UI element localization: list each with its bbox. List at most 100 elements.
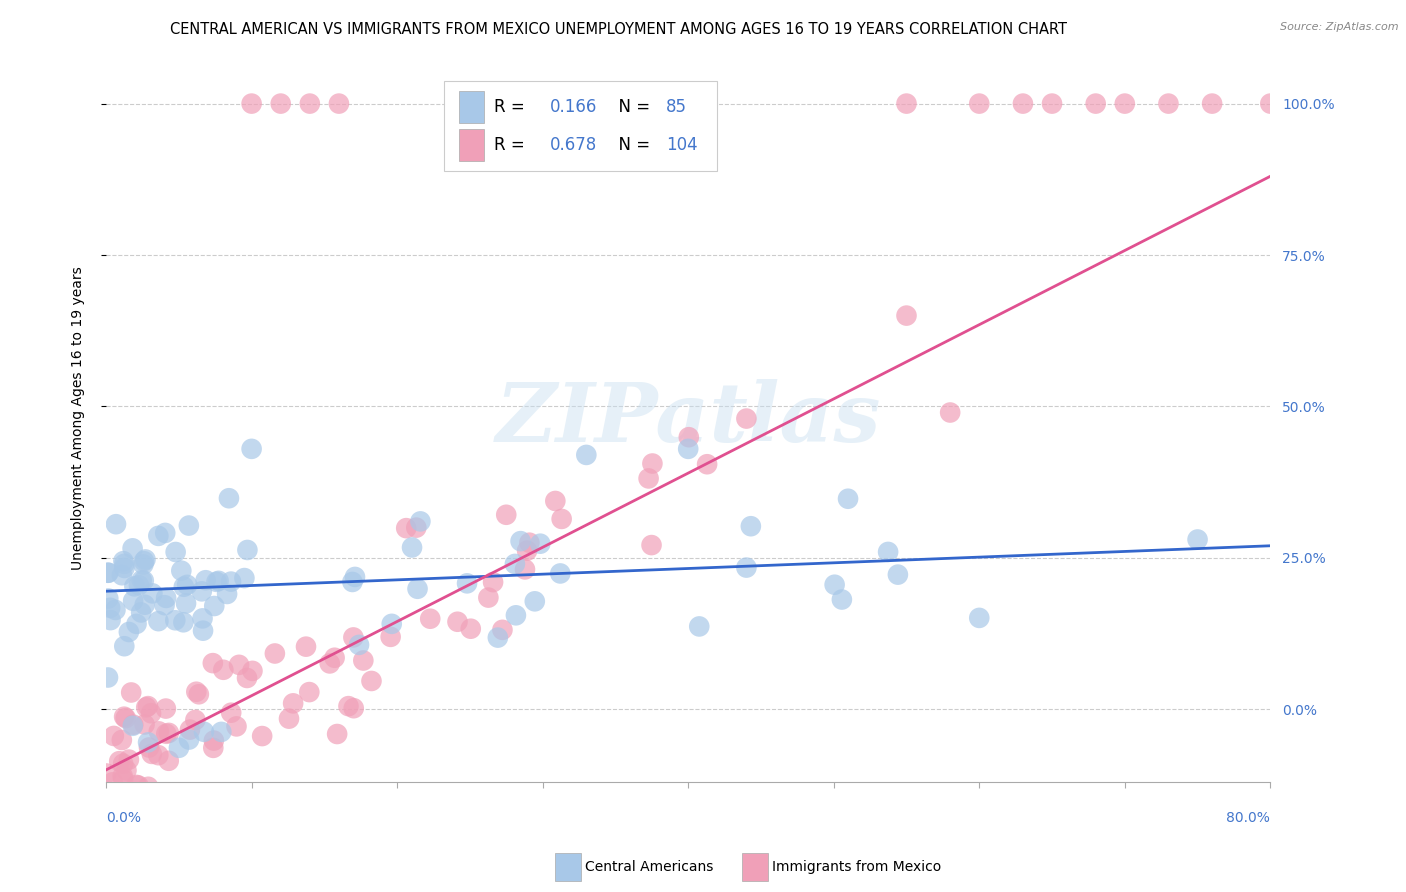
Point xyxy=(191,611,214,625)
Point xyxy=(343,570,366,584)
Point xyxy=(135,700,157,714)
Point xyxy=(233,571,256,585)
Point xyxy=(148,614,170,628)
Point xyxy=(132,558,155,572)
Bar xyxy=(458,91,485,123)
Point xyxy=(134,598,156,612)
Point xyxy=(141,747,163,761)
Point xyxy=(482,575,505,590)
Point xyxy=(319,657,342,671)
Point xyxy=(236,671,259,685)
Point xyxy=(111,568,134,582)
Point xyxy=(136,735,159,749)
Point xyxy=(877,545,900,559)
Point xyxy=(409,515,432,529)
Point xyxy=(740,519,762,533)
Point xyxy=(155,727,177,741)
Point xyxy=(105,517,128,532)
Point xyxy=(548,566,571,581)
Point xyxy=(1114,96,1136,111)
Point xyxy=(837,491,859,506)
Text: ZIPatlas: ZIPatlas xyxy=(495,378,882,458)
Point xyxy=(637,471,659,485)
Point xyxy=(419,612,441,626)
Point xyxy=(96,766,118,780)
Text: 85: 85 xyxy=(666,98,688,116)
Point xyxy=(122,717,145,731)
Point xyxy=(167,740,190,755)
Point xyxy=(100,613,122,627)
Point xyxy=(97,566,120,580)
Point xyxy=(157,726,180,740)
Point xyxy=(155,525,177,540)
Point xyxy=(640,538,662,552)
FancyBboxPatch shape xyxy=(444,80,717,171)
Point xyxy=(148,724,170,739)
Point xyxy=(337,699,360,714)
Point xyxy=(138,740,160,755)
Text: 104: 104 xyxy=(666,136,697,154)
Point xyxy=(896,309,918,323)
Point xyxy=(202,733,225,747)
Point xyxy=(495,508,517,522)
Point xyxy=(120,685,142,699)
Point xyxy=(120,788,142,802)
Point xyxy=(550,512,572,526)
Point xyxy=(205,574,228,589)
Point xyxy=(132,554,155,568)
Point xyxy=(134,552,156,566)
Point xyxy=(939,405,962,419)
Point xyxy=(887,567,910,582)
Point xyxy=(202,599,225,613)
Point xyxy=(187,687,209,701)
Text: Immigrants from Mexico: Immigrants from Mexico xyxy=(772,860,941,874)
Point xyxy=(896,96,918,111)
Point xyxy=(217,587,239,601)
Point xyxy=(516,543,538,558)
Point xyxy=(174,596,197,610)
Point xyxy=(124,579,146,593)
Point xyxy=(824,578,846,592)
Point xyxy=(523,594,546,608)
Point xyxy=(405,521,427,535)
Point xyxy=(242,664,264,678)
Point xyxy=(118,625,141,640)
Point xyxy=(97,671,120,685)
Point xyxy=(456,576,478,591)
Point xyxy=(108,754,131,768)
Point xyxy=(128,578,150,592)
Point xyxy=(177,732,200,747)
Point xyxy=(1260,96,1282,111)
Point xyxy=(112,554,135,568)
Point xyxy=(401,541,423,555)
Point xyxy=(967,611,990,625)
Point xyxy=(155,591,177,605)
Point xyxy=(1040,96,1063,111)
Point xyxy=(219,706,242,720)
Point xyxy=(735,411,758,425)
Text: CENTRAL AMERICAN VS IMMIGRANTS FROM MEXICO UNEMPLOYMENT AMONG AGES 16 TO 19 YEAR: CENTRAL AMERICAN VS IMMIGRANTS FROM MEXI… xyxy=(170,22,1067,37)
Text: N =: N = xyxy=(607,98,655,116)
Text: 0.0%: 0.0% xyxy=(105,811,141,825)
Point xyxy=(148,748,170,763)
Point xyxy=(112,639,135,653)
Point xyxy=(112,756,135,771)
Point xyxy=(270,96,292,111)
Point xyxy=(131,573,153,587)
Point xyxy=(380,630,402,644)
Point xyxy=(298,96,321,111)
Point xyxy=(688,619,710,633)
Text: R =: R = xyxy=(494,98,530,116)
Point xyxy=(509,534,531,549)
Point xyxy=(201,656,224,670)
Point xyxy=(1201,96,1223,111)
Point xyxy=(97,591,120,606)
Point xyxy=(323,650,346,665)
Point xyxy=(165,545,187,559)
Point xyxy=(352,653,374,667)
Point xyxy=(696,457,718,471)
Point xyxy=(1157,96,1180,111)
Point xyxy=(228,657,250,672)
Point xyxy=(125,616,148,631)
Point xyxy=(104,603,127,617)
